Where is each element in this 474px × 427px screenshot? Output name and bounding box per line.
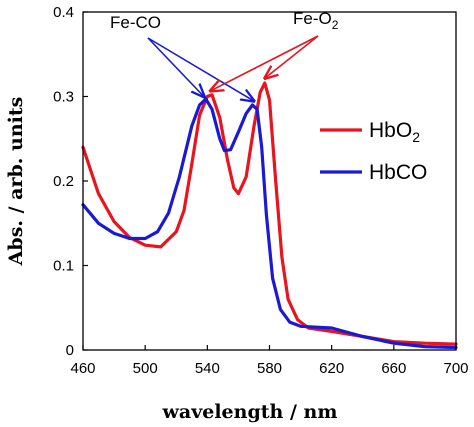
x-tick-label: 700	[443, 360, 468, 377]
x-tick-label: 540	[195, 360, 220, 377]
x-tick-label: 660	[381, 360, 406, 377]
annotation-arrow-fe-o2	[210, 35, 319, 91]
series-line-hbco	[81, 97, 458, 350]
legend-label-hbco: HbCO	[369, 161, 427, 184]
legend-label-hbo2-sub: 2	[412, 129, 420, 145]
annotation-fe-co: Fe-CO	[110, 13, 161, 32]
x-axis: 460 500 540 580 620 660 700	[70, 345, 469, 377]
legend-label-hbo2: HbO2	[369, 119, 420, 145]
legend: HbO2 HbCO	[320, 119, 427, 184]
y-tick-label: 0.3	[53, 89, 74, 106]
x-tick-label: 580	[257, 360, 282, 377]
y-tick-label: 0.1	[53, 258, 74, 275]
legend-label-hbo2-main: HbO	[369, 119, 412, 142]
x-tick-label: 500	[133, 360, 158, 377]
y-tick-label: 0	[66, 342, 74, 359]
y-tick-label: 0.4	[53, 4, 74, 21]
annotation-arrow-fe-co	[147, 37, 204, 97]
annotation-fe-o2: Fe-O2	[293, 9, 339, 32]
series-layer	[81, 81, 458, 350]
annotation-arrow-fe-co	[147, 37, 254, 101]
peak-annotations: Fe-CO Fe-O2	[110, 9, 339, 101]
y-tick-label: 0.2	[53, 173, 74, 190]
y-axis: 0 0.1 0.2 0.3 0.4	[53, 4, 88, 359]
annotation-fe-o2-label: Fe-O	[293, 9, 332, 28]
annotation-fe-o2-sub: 2	[332, 18, 339, 32]
annotation-arrow-fe-o2	[265, 35, 319, 78]
x-tick-label: 460	[70, 360, 95, 377]
x-tick-label: 620	[319, 360, 344, 377]
y-axis-title: Abs. / arb. units	[5, 97, 27, 267]
x-axis-title: wavelength / nm	[162, 401, 338, 423]
